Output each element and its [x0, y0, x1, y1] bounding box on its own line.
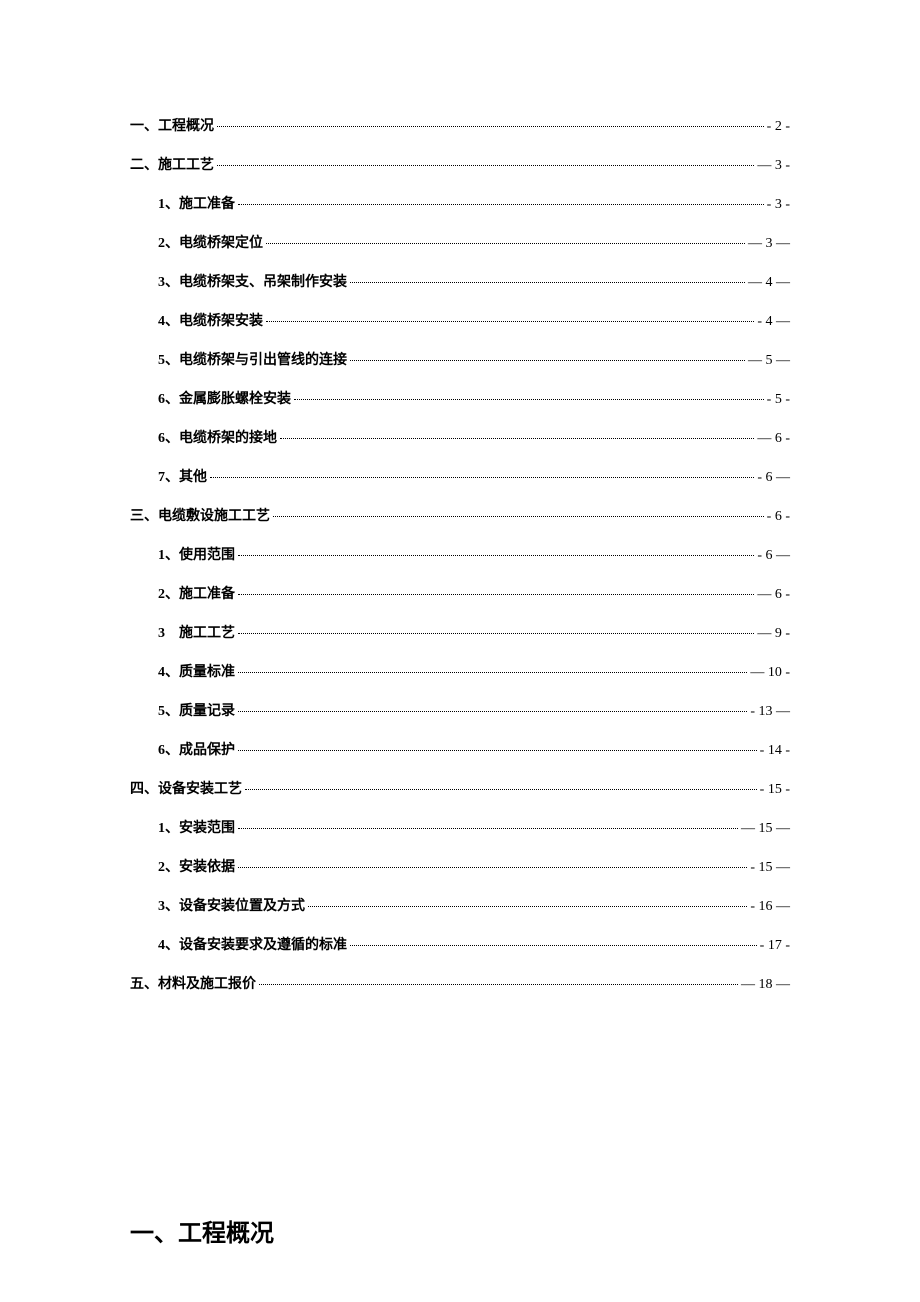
toc-label: 2、安装依据: [158, 856, 235, 876]
toc-entry: 7、其他 - 6 —: [158, 466, 790, 486]
toc-page: - 5 -: [767, 392, 790, 408]
toc-dots: [308, 906, 747, 907]
toc-dots: [238, 594, 754, 595]
toc-label: 4、设备安装要求及遵循的标准: [158, 934, 347, 954]
toc-dots: [238, 555, 754, 556]
toc-dots: [238, 672, 747, 673]
toc-dots: [273, 516, 764, 517]
toc-dots: [245, 789, 757, 790]
toc-label: 二、施工工艺: [130, 154, 214, 174]
toc-label: 4、质量标准: [158, 661, 235, 681]
toc-dots: [259, 984, 738, 985]
toc-label: 四、设备安装工艺: [130, 778, 242, 798]
toc-page: — 6 -: [757, 431, 790, 447]
toc-page: - 16 —: [750, 899, 790, 915]
toc-page: - 6 —: [757, 548, 790, 564]
toc-label: 1、施工准备: [158, 193, 235, 213]
toc-label: 3、设备安装位置及方式: [158, 895, 305, 915]
toc-entry: 二、施工工艺 — 3 -: [130, 154, 790, 174]
toc-entry: 2、安装依据 - 15 —: [158, 856, 790, 876]
toc-page: — 4 —: [748, 275, 790, 291]
toc-label: 6、成品保护: [158, 739, 235, 759]
toc-label: 三、电缆敷设施工工艺: [130, 505, 270, 525]
toc-page: - 3 -: [767, 197, 790, 213]
toc-entry: 1、施工准备 - 3 -: [158, 193, 790, 213]
toc-page: — 5 —: [748, 353, 790, 369]
toc-label: 五、材料及施工报价: [130, 973, 256, 993]
toc-page: - 2 -: [767, 119, 790, 135]
toc-label: 3 施工工艺: [158, 622, 235, 642]
toc-entry: 一、工程概况 - 2 -: [130, 115, 790, 135]
toc-page: - 13 —: [750, 704, 790, 720]
toc-page: - 17 -: [760, 938, 790, 954]
toc-entry: 五、材料及施工报价 — 18 —: [130, 973, 790, 993]
toc-entry: 1、安装范围 — 15 —: [158, 817, 790, 837]
toc-entry: 4、质量标准 — 10 -: [158, 661, 790, 681]
toc-label: 5、电缆桥架与引出管线的连接: [158, 349, 347, 369]
toc-entry: 三、电缆敷设施工工艺 - 6 -: [130, 505, 790, 525]
toc-entry: 6、电缆桥架的接地 — 6 -: [158, 427, 790, 447]
toc-dots: [294, 399, 764, 400]
toc-label: 6、电缆桥架的接地: [158, 427, 277, 447]
table-of-contents: 一、工程概况 - 2 - 二、施工工艺 — 3 - 1、施工准备 - 3 - 2…: [130, 115, 790, 993]
toc-label: 5、质量记录: [158, 700, 235, 720]
toc-dots: [238, 867, 747, 868]
toc-dots: [238, 750, 757, 751]
toc-page: — 3 -: [757, 158, 790, 174]
toc-entry: 4、设备安装要求及遵循的标准 - 17 -: [158, 934, 790, 954]
toc-dots: [266, 321, 754, 322]
toc-entry: 1、使用范围 - 6 —: [158, 544, 790, 564]
toc-label: 3、电缆桥架支、吊架制作安装: [158, 271, 347, 291]
toc-entry: 3、电缆桥架支、吊架制作安装 — 4 —: [158, 271, 790, 291]
toc-dots: [217, 126, 764, 127]
toc-dots: [350, 360, 745, 361]
toc-entry: 3、设备安装位置及方式 - 16 —: [158, 895, 790, 915]
toc-label: 一、工程概况: [130, 115, 214, 135]
section-heading: 一、工程概况: [130, 1213, 790, 1248]
toc-page: - 4 —: [757, 314, 790, 330]
toc-label: 4、电缆桥架安装: [158, 310, 263, 330]
toc-page: — 3 —: [748, 236, 790, 252]
toc-entry: 四、设备安装工艺 - 15 -: [130, 778, 790, 798]
toc-page: — 9 -: [757, 626, 790, 642]
toc-label: 1、安装范围: [158, 817, 235, 837]
toc-page: — 6 -: [757, 587, 790, 603]
toc-entry: 2、施工准备 — 6 -: [158, 583, 790, 603]
document-page: 一、工程概况 - 2 - 二、施工工艺 — 3 - 1、施工准备 - 3 - 2…: [0, 0, 920, 1248]
toc-label: 1、使用范围: [158, 544, 235, 564]
toc-page: - 14 -: [760, 743, 790, 759]
toc-dots: [280, 438, 754, 439]
toc-page: - 6 -: [767, 509, 790, 525]
toc-page: — 10 -: [750, 665, 790, 681]
toc-dots: [217, 165, 754, 166]
toc-dots: [238, 633, 754, 634]
toc-page: — 15 —: [741, 821, 790, 837]
toc-page: - 15 —: [750, 860, 790, 876]
toc-entry: 4、电缆桥架安装 - 4 —: [158, 310, 790, 330]
toc-page: - 6 —: [757, 470, 790, 486]
toc-label: 7、其他: [158, 466, 207, 486]
toc-entry: 6、金属膨胀螺栓安装 - 5 -: [158, 388, 790, 408]
toc-label: 2、施工准备: [158, 583, 235, 603]
toc-entry: 6、成品保护 - 14 -: [158, 739, 790, 759]
toc-entry: 5、电缆桥架与引出管线的连接 — 5 —: [158, 349, 790, 369]
toc-entry: 2、电缆桥架定位 — 3 —: [158, 232, 790, 252]
toc-dots: [210, 477, 754, 478]
toc-dots: [350, 282, 745, 283]
toc-label: 6、金属膨胀螺栓安装: [158, 388, 291, 408]
toc-dots: [238, 828, 738, 829]
toc-dots: [266, 243, 745, 244]
toc-page: - 15 -: [760, 782, 790, 798]
toc-entry: 5、质量记录 - 13 —: [158, 700, 790, 720]
toc-entry: 3 施工工艺 — 9 -: [158, 622, 790, 642]
toc-page: — 18 —: [741, 977, 790, 993]
toc-dots: [238, 204, 764, 205]
toc-dots: [238, 711, 747, 712]
toc-label: 2、电缆桥架定位: [158, 232, 263, 252]
toc-dots: [350, 945, 757, 946]
